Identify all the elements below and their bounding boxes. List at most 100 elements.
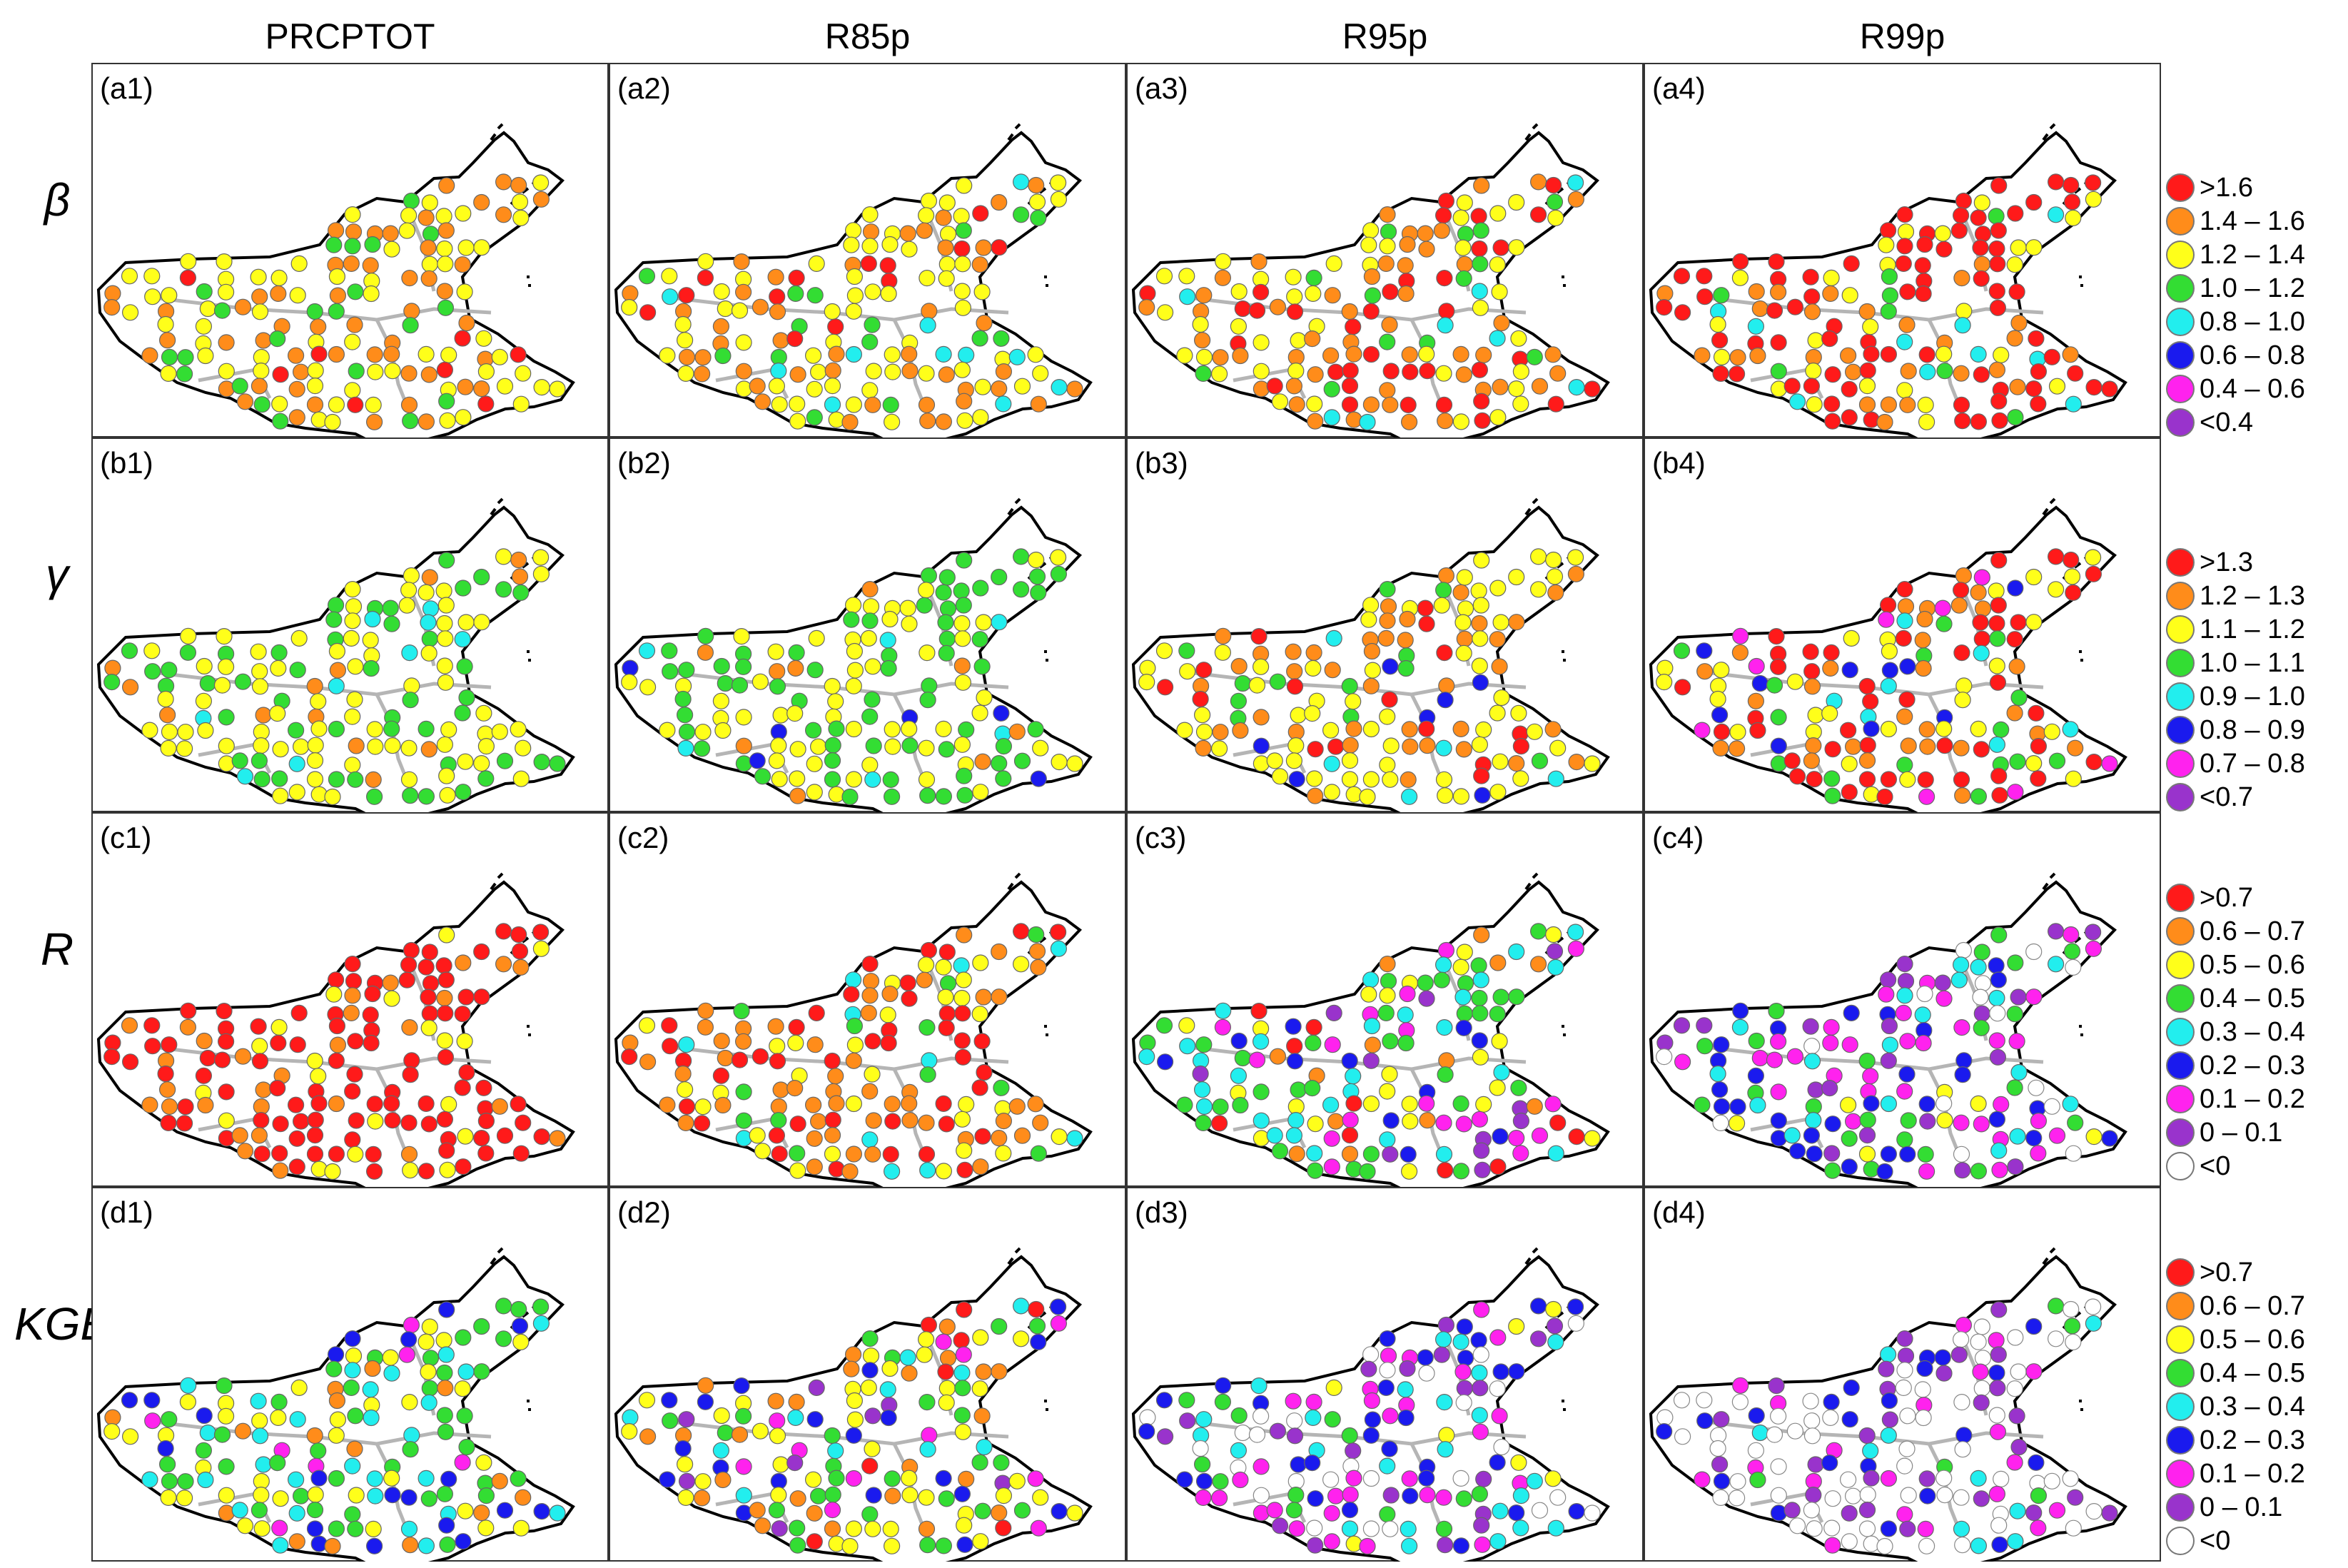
station-marker — [1531, 1502, 1549, 1519]
station-marker — [2010, 988, 2027, 1006]
station-marker — [713, 283, 730, 300]
station-marker — [176, 365, 193, 383]
station-marker — [1193, 332, 1211, 349]
station-marker — [366, 1163, 383, 1180]
station-marker — [1455, 1019, 1472, 1036]
station-marker — [661, 642, 678, 659]
station-marker — [1768, 1003, 1785, 1020]
station-marker — [1990, 177, 2008, 194]
station-marker — [477, 1113, 495, 1130]
station-marker — [789, 366, 806, 383]
station-marker — [2101, 1504, 2118, 1522]
station-marker — [1379, 757, 1396, 774]
station-marker — [861, 1362, 879, 1379]
station-marker — [956, 1517, 973, 1534]
station-marker — [938, 1116, 955, 1133]
station-marker — [1250, 628, 1267, 645]
station-marker — [1990, 1517, 2008, 1534]
station-marker — [1195, 723, 1213, 740]
station-marker — [328, 1095, 345, 1113]
station-marker — [991, 1317, 1008, 1335]
station-marker — [1988, 208, 2005, 225]
station-marker — [899, 974, 916, 991]
station-marker — [2007, 580, 2024, 597]
station-marker — [1529, 923, 1547, 940]
station-marker — [841, 788, 859, 806]
station-marker — [1192, 690, 1209, 708]
station-marker — [1400, 771, 1417, 788]
station-marker — [2030, 738, 2048, 755]
station-marker — [1156, 679, 1174, 696]
station-marker — [1656, 1409, 1674, 1426]
station-marker — [1377, 1379, 1395, 1396]
station-marker — [845, 303, 862, 320]
station-marker — [196, 1407, 213, 1425]
station-marker — [1455, 1116, 1472, 1133]
station-marker — [1363, 268, 1380, 285]
station-marker — [918, 1145, 936, 1163]
station-marker — [1841, 1504, 1858, 1522]
station-marker — [1400, 396, 1417, 413]
station-marker — [1970, 413, 1987, 430]
station-marker — [1028, 551, 1045, 569]
station-marker — [678, 287, 695, 304]
station-marker — [1195, 1098, 1213, 1115]
station-marker — [1896, 612, 1913, 629]
station-marker — [1824, 1116, 1841, 1133]
station-marker — [1230, 283, 1248, 300]
station-marker — [1748, 283, 1765, 300]
station-marker — [328, 1145, 345, 1163]
station-marker — [1822, 659, 1839, 677]
station-marker — [769, 1038, 786, 1055]
station-marker — [1954, 692, 1971, 709]
station-marker — [345, 598, 363, 615]
station-marker — [916, 597, 933, 614]
column-header-r99p: R99p — [1859, 16, 1945, 56]
station-marker — [400, 1489, 418, 1506]
station-marker — [1953, 1019, 1970, 1036]
station-marker — [1549, 1114, 1567, 1131]
station-marker — [1694, 722, 1711, 739]
station-marker — [440, 1470, 457, 1487]
station-marker — [845, 1346, 862, 1363]
station-marker — [532, 1315, 550, 1332]
station-marker — [1954, 787, 1971, 804]
station-marker — [735, 1458, 752, 1475]
station-marker — [161, 723, 178, 740]
station-marker — [1435, 1520, 1453, 1537]
legend-swatch — [2166, 1152, 2195, 1180]
station-marker — [1858, 677, 1876, 695]
station-marker — [958, 346, 975, 363]
station-marker — [454, 631, 471, 648]
station-marker — [1379, 581, 1396, 598]
station-marker — [712, 1442, 729, 1459]
station-marker — [1456, 1318, 1473, 1335]
station-marker — [1863, 1470, 1880, 1487]
station-marker — [141, 347, 158, 364]
station-marker — [845, 720, 862, 738]
station-marker — [2048, 378, 2066, 395]
map-panel: (b3) — [1126, 437, 1644, 826]
station-marker — [196, 1032, 213, 1050]
station-marker — [383, 1470, 400, 1487]
station-marker — [177, 1098, 194, 1116]
station-marker — [714, 347, 732, 365]
station-marker — [328, 771, 345, 788]
station-marker — [1028, 1300, 1045, 1318]
station-marker — [1028, 193, 1046, 211]
station-marker — [1193, 1456, 1211, 1473]
station-marker — [1990, 1346, 2007, 1363]
station-marker — [843, 1360, 860, 1377]
station-marker — [1989, 630, 2006, 647]
station-marker — [1492, 1363, 1509, 1380]
station-marker — [439, 1161, 456, 1178]
station-marker — [1380, 598, 1397, 615]
station-marker — [789, 1145, 806, 1162]
station-marker — [749, 752, 766, 769]
station-marker — [899, 600, 916, 617]
station-marker — [363, 659, 380, 677]
station-marker — [2008, 1407, 2025, 1425]
station-marker — [1345, 720, 1362, 737]
station-marker — [270, 659, 287, 677]
station-marker — [1306, 770, 1323, 787]
